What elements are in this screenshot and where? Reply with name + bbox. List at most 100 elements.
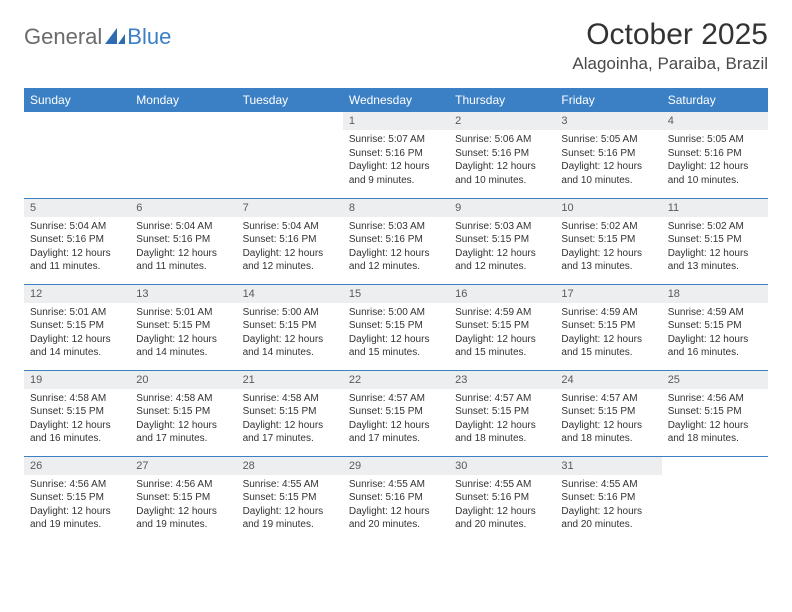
daylight-line: Daylight: 12 hours and 10 minutes. <box>668 160 762 187</box>
day-number: 19 <box>24 371 130 389</box>
sunrise-line: Sunrise: 5:00 AM <box>243 306 337 320</box>
sunset-line: Sunset: 5:15 PM <box>668 233 762 247</box>
sunrise-line: Sunrise: 4:57 AM <box>349 392 443 406</box>
day-number: 4 <box>662 112 768 130</box>
calendar-cell <box>237 112 343 198</box>
weekday-header: Friday <box>555 88 661 112</box>
calendar-cell <box>130 112 236 198</box>
day-number: 17 <box>555 285 661 303</box>
day-details: Sunrise: 4:56 AMSunset: 5:15 PMDaylight:… <box>662 389 768 449</box>
calendar-cell: 27Sunrise: 4:56 AMSunset: 5:15 PMDayligh… <box>130 456 236 542</box>
calendar-cell: 28Sunrise: 4:55 AMSunset: 5:15 PMDayligh… <box>237 456 343 542</box>
sunrise-line: Sunrise: 4:55 AM <box>561 478 655 492</box>
calendar-cell: 29Sunrise: 4:55 AMSunset: 5:16 PMDayligh… <box>343 456 449 542</box>
calendar-cell: 13Sunrise: 5:01 AMSunset: 5:15 PMDayligh… <box>130 284 236 370</box>
weekday-header: Sunday <box>24 88 130 112</box>
daylight-line: Daylight: 12 hours and 17 minutes. <box>243 419 337 446</box>
daylight-line: Daylight: 12 hours and 19 minutes. <box>30 505 124 532</box>
location: Alagoinha, Paraiba, Brazil <box>572 54 768 74</box>
day-number: 12 <box>24 285 130 303</box>
daylight-line: Daylight: 12 hours and 18 minutes. <box>668 419 762 446</box>
sunrise-line: Sunrise: 5:01 AM <box>30 306 124 320</box>
sunrise-line: Sunrise: 5:04 AM <box>136 220 230 234</box>
sunset-line: Sunset: 5:15 PM <box>136 405 230 419</box>
day-number: 9 <box>449 199 555 217</box>
day-details: Sunrise: 5:00 AMSunset: 5:15 PMDaylight:… <box>237 303 343 363</box>
sunset-line: Sunset: 5:15 PM <box>30 491 124 505</box>
daylight-line: Daylight: 12 hours and 18 minutes. <box>455 419 549 446</box>
day-number: 25 <box>662 371 768 389</box>
day-details: Sunrise: 4:59 AMSunset: 5:15 PMDaylight:… <box>449 303 555 363</box>
sunset-line: Sunset: 5:15 PM <box>668 405 762 419</box>
sunset-line: Sunset: 5:16 PM <box>349 491 443 505</box>
sunrise-line: Sunrise: 4:57 AM <box>561 392 655 406</box>
daylight-line: Daylight: 12 hours and 14 minutes. <box>30 333 124 360</box>
day-details: Sunrise: 5:04 AMSunset: 5:16 PMDaylight:… <box>237 217 343 277</box>
calendar-week-row: 26Sunrise: 4:56 AMSunset: 5:15 PMDayligh… <box>24 456 768 542</box>
day-details: Sunrise: 4:59 AMSunset: 5:15 PMDaylight:… <box>555 303 661 363</box>
daylight-line: Daylight: 12 hours and 10 minutes. <box>455 160 549 187</box>
day-number: 16 <box>449 285 555 303</box>
calendar-cell: 5Sunrise: 5:04 AMSunset: 5:16 PMDaylight… <box>24 198 130 284</box>
daylight-line: Daylight: 12 hours and 12 minutes. <box>349 247 443 274</box>
page-header: General Blue October 2025 Alagoinha, Par… <box>24 18 768 74</box>
calendar-week-row: 1Sunrise: 5:07 AMSunset: 5:16 PMDaylight… <box>24 112 768 198</box>
sunrise-line: Sunrise: 5:04 AM <box>30 220 124 234</box>
day-number: 11 <box>662 199 768 217</box>
day-number: 28 <box>237 457 343 475</box>
calendar-cell: 24Sunrise: 4:57 AMSunset: 5:15 PMDayligh… <box>555 370 661 456</box>
daylight-line: Daylight: 12 hours and 14 minutes. <box>136 333 230 360</box>
daylight-line: Daylight: 12 hours and 12 minutes. <box>455 247 549 274</box>
sunrise-line: Sunrise: 4:56 AM <box>668 392 762 406</box>
calendar-week-row: 12Sunrise: 5:01 AMSunset: 5:15 PMDayligh… <box>24 284 768 370</box>
sunset-line: Sunset: 5:15 PM <box>243 491 337 505</box>
sunset-line: Sunset: 5:15 PM <box>349 405 443 419</box>
day-details: Sunrise: 5:03 AMSunset: 5:15 PMDaylight:… <box>449 217 555 277</box>
day-details: Sunrise: 5:04 AMSunset: 5:16 PMDaylight:… <box>130 217 236 277</box>
sunset-line: Sunset: 5:15 PM <box>30 405 124 419</box>
daylight-line: Daylight: 12 hours and 14 minutes. <box>243 333 337 360</box>
sunset-line: Sunset: 5:15 PM <box>243 405 337 419</box>
sunset-line: Sunset: 5:15 PM <box>561 233 655 247</box>
day-number: 26 <box>24 457 130 475</box>
day-details: Sunrise: 4:56 AMSunset: 5:15 PMDaylight:… <box>130 475 236 535</box>
daylight-line: Daylight: 12 hours and 19 minutes. <box>136 505 230 532</box>
day-number: 30 <box>449 457 555 475</box>
day-details: Sunrise: 4:55 AMSunset: 5:16 PMDaylight:… <box>555 475 661 535</box>
day-number: 18 <box>662 285 768 303</box>
day-details: Sunrise: 4:57 AMSunset: 5:15 PMDaylight:… <box>343 389 449 449</box>
sunrise-line: Sunrise: 5:07 AM <box>349 133 443 147</box>
calendar-cell: 25Sunrise: 4:56 AMSunset: 5:15 PMDayligh… <box>662 370 768 456</box>
sunrise-line: Sunrise: 4:58 AM <box>136 392 230 406</box>
calendar-week-row: 19Sunrise: 4:58 AMSunset: 5:15 PMDayligh… <box>24 370 768 456</box>
day-details: Sunrise: 5:05 AMSunset: 5:16 PMDaylight:… <box>662 130 768 190</box>
daylight-line: Daylight: 12 hours and 15 minutes. <box>349 333 443 360</box>
sunset-line: Sunset: 5:15 PM <box>30 319 124 333</box>
calendar-cell: 6Sunrise: 5:04 AMSunset: 5:16 PMDaylight… <box>130 198 236 284</box>
calendar-cell: 2Sunrise: 5:06 AMSunset: 5:16 PMDaylight… <box>449 112 555 198</box>
sunrise-line: Sunrise: 5:05 AM <box>561 133 655 147</box>
sunrise-line: Sunrise: 4:55 AM <box>455 478 549 492</box>
sunrise-line: Sunrise: 5:02 AM <box>668 220 762 234</box>
weekday-header: Monday <box>130 88 236 112</box>
day-number: 3 <box>555 112 661 130</box>
daylight-line: Daylight: 12 hours and 13 minutes. <box>668 247 762 274</box>
sunrise-line: Sunrise: 4:57 AM <box>455 392 549 406</box>
day-details: Sunrise: 4:59 AMSunset: 5:15 PMDaylight:… <box>662 303 768 363</box>
sunset-line: Sunset: 5:16 PM <box>136 233 230 247</box>
sunrise-line: Sunrise: 5:01 AM <box>136 306 230 320</box>
day-number: 23 <box>449 371 555 389</box>
calendar-cell: 20Sunrise: 4:58 AMSunset: 5:15 PMDayligh… <box>130 370 236 456</box>
day-number: 13 <box>130 285 236 303</box>
day-details: Sunrise: 5:01 AMSunset: 5:15 PMDaylight:… <box>24 303 130 363</box>
day-details: Sunrise: 4:57 AMSunset: 5:15 PMDaylight:… <box>449 389 555 449</box>
sunset-line: Sunset: 5:15 PM <box>561 405 655 419</box>
sunrise-line: Sunrise: 4:56 AM <box>30 478 124 492</box>
calendar-cell: 17Sunrise: 4:59 AMSunset: 5:15 PMDayligh… <box>555 284 661 370</box>
day-details: Sunrise: 4:55 AMSunset: 5:16 PMDaylight:… <box>343 475 449 535</box>
calendar-cell: 23Sunrise: 4:57 AMSunset: 5:15 PMDayligh… <box>449 370 555 456</box>
sunset-line: Sunset: 5:15 PM <box>455 319 549 333</box>
calendar-cell <box>24 112 130 198</box>
sunset-line: Sunset: 5:15 PM <box>455 233 549 247</box>
sunset-line: Sunset: 5:16 PM <box>455 491 549 505</box>
